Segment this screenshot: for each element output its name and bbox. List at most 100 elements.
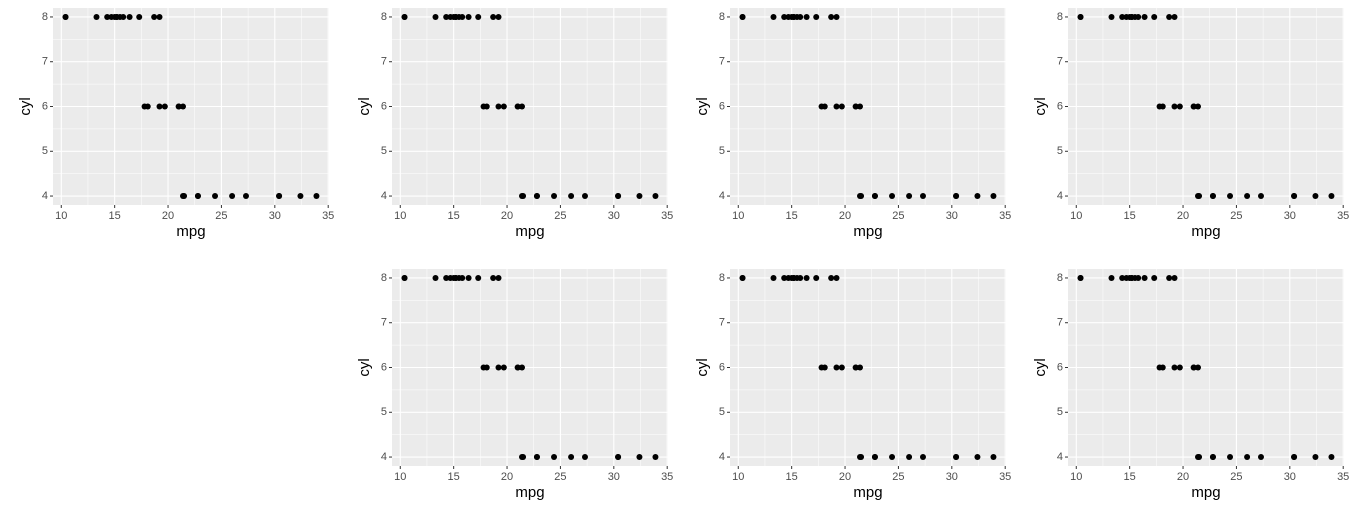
x-tick-label: 25 xyxy=(554,471,566,483)
x-tick-label: 15 xyxy=(786,471,798,483)
point xyxy=(1194,454,1201,461)
x-tick-label: 15 xyxy=(1124,210,1136,222)
y-axis-title: cyl xyxy=(17,97,34,115)
point xyxy=(919,193,926,200)
panel: 10 15 20 25 30 35 4 5 6 7 8 mpg cyl xyxy=(694,8,1011,240)
point xyxy=(974,454,981,461)
y-tick-label: 4 xyxy=(42,190,48,202)
x-tick-label: 35 xyxy=(1337,210,1349,222)
x-tick-label: 10 xyxy=(732,471,744,483)
y-tick-label: 5 xyxy=(42,145,48,157)
point xyxy=(443,13,450,20)
point xyxy=(1141,13,1148,20)
x-tick-label: 15 xyxy=(448,210,460,222)
point xyxy=(889,193,896,200)
x-tick-label: 20 xyxy=(1177,210,1189,222)
point xyxy=(1190,364,1197,371)
point xyxy=(495,103,502,110)
point xyxy=(838,364,845,371)
y-tick-label: 5 xyxy=(381,145,387,157)
point xyxy=(518,193,525,200)
x-tick-label: 20 xyxy=(1177,471,1189,483)
x-tick-label: 35 xyxy=(661,471,673,483)
point xyxy=(833,274,840,281)
point xyxy=(581,193,588,200)
point xyxy=(1257,193,1264,200)
point xyxy=(615,454,622,461)
point xyxy=(551,193,558,200)
point xyxy=(313,193,320,200)
y-axis-title: cyl xyxy=(1032,358,1049,376)
point xyxy=(475,274,482,281)
point xyxy=(1328,454,1335,461)
point xyxy=(581,454,588,461)
point xyxy=(514,103,521,110)
y-tick-label: 7 xyxy=(1057,56,1063,68)
x-axis-title: mpg xyxy=(515,223,544,240)
point xyxy=(1171,13,1178,20)
x-tick-label: 20 xyxy=(501,210,513,222)
x-tick-label: 30 xyxy=(1284,471,1296,483)
point xyxy=(1190,103,1197,110)
point xyxy=(490,13,497,20)
point xyxy=(1166,13,1173,20)
y-tick-label: 8 xyxy=(381,272,387,284)
x-axis-title: mpg xyxy=(515,484,544,501)
x-tick-label: 25 xyxy=(892,210,904,222)
point xyxy=(1176,103,1183,110)
point xyxy=(828,274,835,281)
point xyxy=(636,193,643,200)
point xyxy=(120,13,127,20)
x-tick-label: 30 xyxy=(946,210,958,222)
point xyxy=(1291,454,1298,461)
point xyxy=(533,193,540,200)
y-tick-label: 7 xyxy=(42,56,48,68)
panel: 10 15 20 25 30 35 4 5 6 7 8 mpg cyl xyxy=(1032,8,1349,240)
x-axis-title: mpg xyxy=(1191,484,1220,501)
point xyxy=(813,274,820,281)
x-tick-label: 25 xyxy=(1230,471,1242,483)
x-tick-label: 15 xyxy=(1124,471,1136,483)
y-tick-label: 7 xyxy=(719,56,725,68)
point xyxy=(1119,274,1126,281)
point xyxy=(803,274,810,281)
point xyxy=(852,103,859,110)
point xyxy=(828,13,835,20)
point xyxy=(126,13,133,20)
y-tick-label: 5 xyxy=(1057,406,1063,418)
point xyxy=(136,13,143,20)
point xyxy=(1176,364,1183,371)
y-axis-title: cyl xyxy=(694,97,711,115)
point xyxy=(475,13,482,20)
point xyxy=(533,454,540,461)
point xyxy=(500,364,507,371)
x-tick-label: 20 xyxy=(162,210,174,222)
point xyxy=(871,193,878,200)
point xyxy=(1194,103,1201,110)
point xyxy=(1171,364,1178,371)
y-tick-label: 7 xyxy=(381,317,387,329)
x-axis-title: mpg xyxy=(853,484,882,501)
point xyxy=(852,364,859,371)
panel: 10 15 20 25 30 35 4 5 6 7 8 mpg cyl xyxy=(17,8,334,240)
x-axis-title: mpg xyxy=(176,223,205,240)
point xyxy=(739,13,746,20)
x-tick-label: 35 xyxy=(1337,471,1349,483)
x-tick-label: 10 xyxy=(55,210,67,222)
panel: 10 15 20 25 30 35 4 5 6 7 8 mpg cyl xyxy=(694,269,1011,501)
point xyxy=(229,193,236,200)
point xyxy=(818,364,825,371)
point xyxy=(1166,274,1173,281)
point xyxy=(450,274,457,281)
point xyxy=(856,193,863,200)
point xyxy=(788,274,795,281)
point xyxy=(401,274,408,281)
point xyxy=(518,103,525,110)
y-tick-label: 7 xyxy=(381,56,387,68)
x-tick-label: 25 xyxy=(892,471,904,483)
y-tick-label: 4 xyxy=(719,451,725,463)
point xyxy=(495,13,502,20)
point xyxy=(1151,13,1158,20)
point xyxy=(212,193,219,200)
